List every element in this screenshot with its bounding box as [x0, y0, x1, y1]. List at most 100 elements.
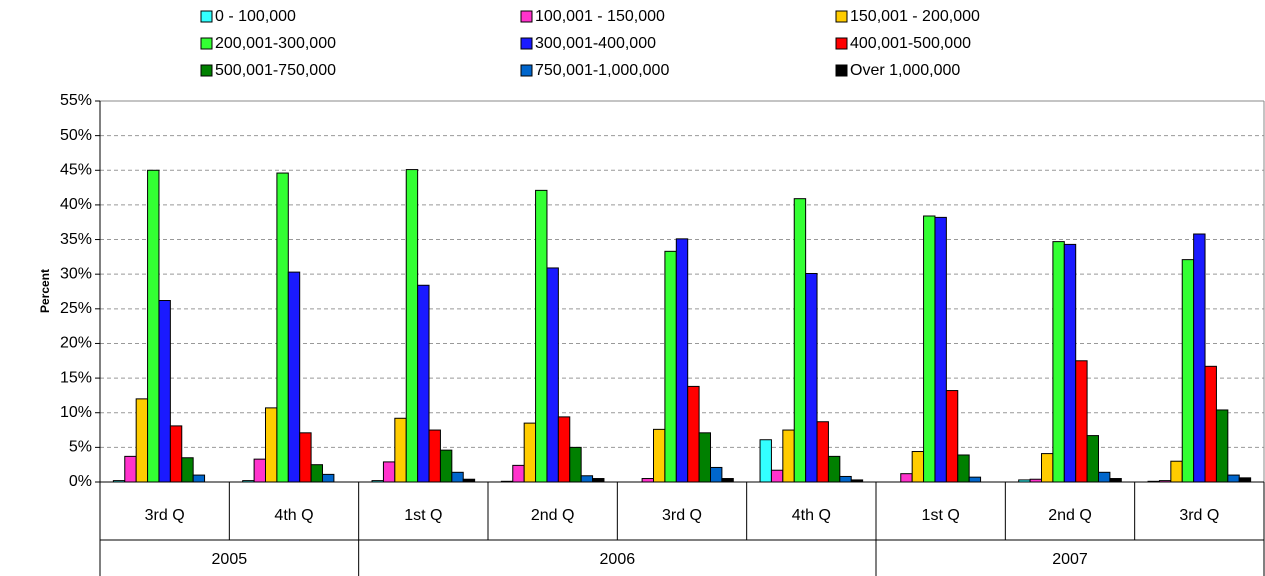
- bar: [1075, 360, 1088, 483]
- bar: [512, 464, 525, 483]
- bar: [911, 451, 925, 483]
- legend-swatch: [520, 64, 533, 77]
- bar: [805, 272, 818, 483]
- bar: [816, 421, 829, 483]
- bar: [1098, 471, 1111, 483]
- bar: [124, 455, 137, 483]
- x-tick-label: 3rd Q: [145, 507, 185, 524]
- bar: [135, 398, 149, 483]
- bar: [451, 471, 464, 483]
- x-tick-label: 1st Q: [922, 507, 960, 524]
- bar: [957, 454, 970, 483]
- bar: [523, 422, 537, 483]
- bar: [770, 469, 784, 483]
- bar: [253, 458, 267, 483]
- legend-swatch: [200, 64, 213, 77]
- bar: [569, 446, 582, 483]
- bar: [782, 429, 795, 483]
- bar: [310, 464, 324, 483]
- bar: [664, 250, 677, 483]
- bar: [439, 449, 453, 483]
- bar: [1086, 435, 1099, 483]
- year-label: 2005: [212, 551, 248, 568]
- y-tick-label: 15%: [60, 369, 92, 386]
- bar: [687, 385, 700, 483]
- x-tick-label: 2nd Q: [1048, 507, 1092, 524]
- y-tick-label: 20%: [60, 335, 92, 352]
- bar: [158, 300, 171, 483]
- bar: [265, 407, 278, 483]
- bar: [641, 478, 654, 483]
- legend-label: 750,001-1,000,000: [535, 62, 669, 79]
- bar: [557, 416, 571, 483]
- legend-label: 100,001 - 150,000: [535, 8, 665, 25]
- y-tick-label: 50%: [60, 127, 92, 144]
- legend-label: 400,001-500,000: [850, 35, 971, 52]
- legend-label: Over 1,000,000: [850, 62, 960, 79]
- bar: [181, 457, 194, 483]
- bar: [1227, 474, 1240, 483]
- bar: [1041, 453, 1054, 483]
- bar: [1170, 460, 1183, 483]
- bar: [299, 432, 312, 483]
- bar: [653, 428, 666, 483]
- bar: [147, 169, 160, 483]
- year-label: 2007: [1052, 551, 1088, 568]
- bar: [1109, 478, 1122, 483]
- bar: [592, 478, 605, 483]
- bar: [322, 473, 335, 483]
- bar: [276, 172, 289, 483]
- y-tick-label: 10%: [60, 404, 92, 421]
- legend-swatch: [200, 37, 213, 50]
- bar: [1193, 233, 1206, 483]
- y-tick-label: 45%: [60, 161, 92, 178]
- legend-label: 300,001-400,000: [535, 35, 656, 52]
- bar: [1063, 243, 1077, 483]
- bar: [428, 429, 441, 483]
- bar: [382, 461, 396, 483]
- bar: [793, 198, 807, 483]
- bar: [827, 455, 841, 483]
- bar: [923, 215, 936, 483]
- y-tick-label: 0%: [69, 473, 92, 490]
- x-tick-label: 2nd Q: [531, 507, 575, 524]
- legend-label: 200,001-300,000: [215, 35, 336, 52]
- y-tick-label: 40%: [60, 196, 92, 213]
- legend-swatch: [835, 37, 848, 50]
- bar: [1181, 259, 1195, 483]
- bar: [698, 432, 711, 483]
- year-label: 2006: [600, 551, 636, 568]
- bar: [1052, 241, 1065, 483]
- y-tick-label: 55%: [60, 92, 92, 109]
- x-tick-label: 4th Q: [792, 507, 831, 524]
- legend-swatch: [835, 10, 848, 23]
- y-tick-label: 5%: [69, 439, 92, 456]
- bar: [580, 475, 594, 483]
- x-tick-label: 1st Q: [404, 507, 442, 524]
- x-tick-label: 3rd Q: [662, 507, 702, 524]
- legend-label: 150,001 - 200,000: [850, 8, 980, 25]
- bar: [1215, 409, 1229, 483]
- y-tick-label: 30%: [60, 265, 92, 282]
- bar: [968, 476, 982, 483]
- bar: [535, 189, 548, 483]
- y-tick-label: 25%: [60, 300, 92, 317]
- bar: [192, 474, 206, 483]
- bar: [287, 271, 301, 483]
- legend-swatch: [520, 37, 533, 50]
- bar: [710, 466, 723, 483]
- bar: [900, 473, 913, 483]
- bar: [1238, 477, 1252, 483]
- bar: [169, 425, 183, 483]
- bar: [405, 169, 419, 483]
- legend-label: 0 - 100,000: [215, 8, 296, 25]
- bar: [394, 417, 407, 483]
- legend-swatch: [520, 10, 533, 23]
- x-tick-label: 4th Q: [274, 507, 313, 524]
- x-tick-label: 3rd Q: [1179, 507, 1219, 524]
- bar: [1204, 365, 1217, 483]
- y-tick-label: 35%: [60, 231, 92, 248]
- bar: [546, 267, 559, 483]
- y-axis-label: Percent: [38, 269, 52, 313]
